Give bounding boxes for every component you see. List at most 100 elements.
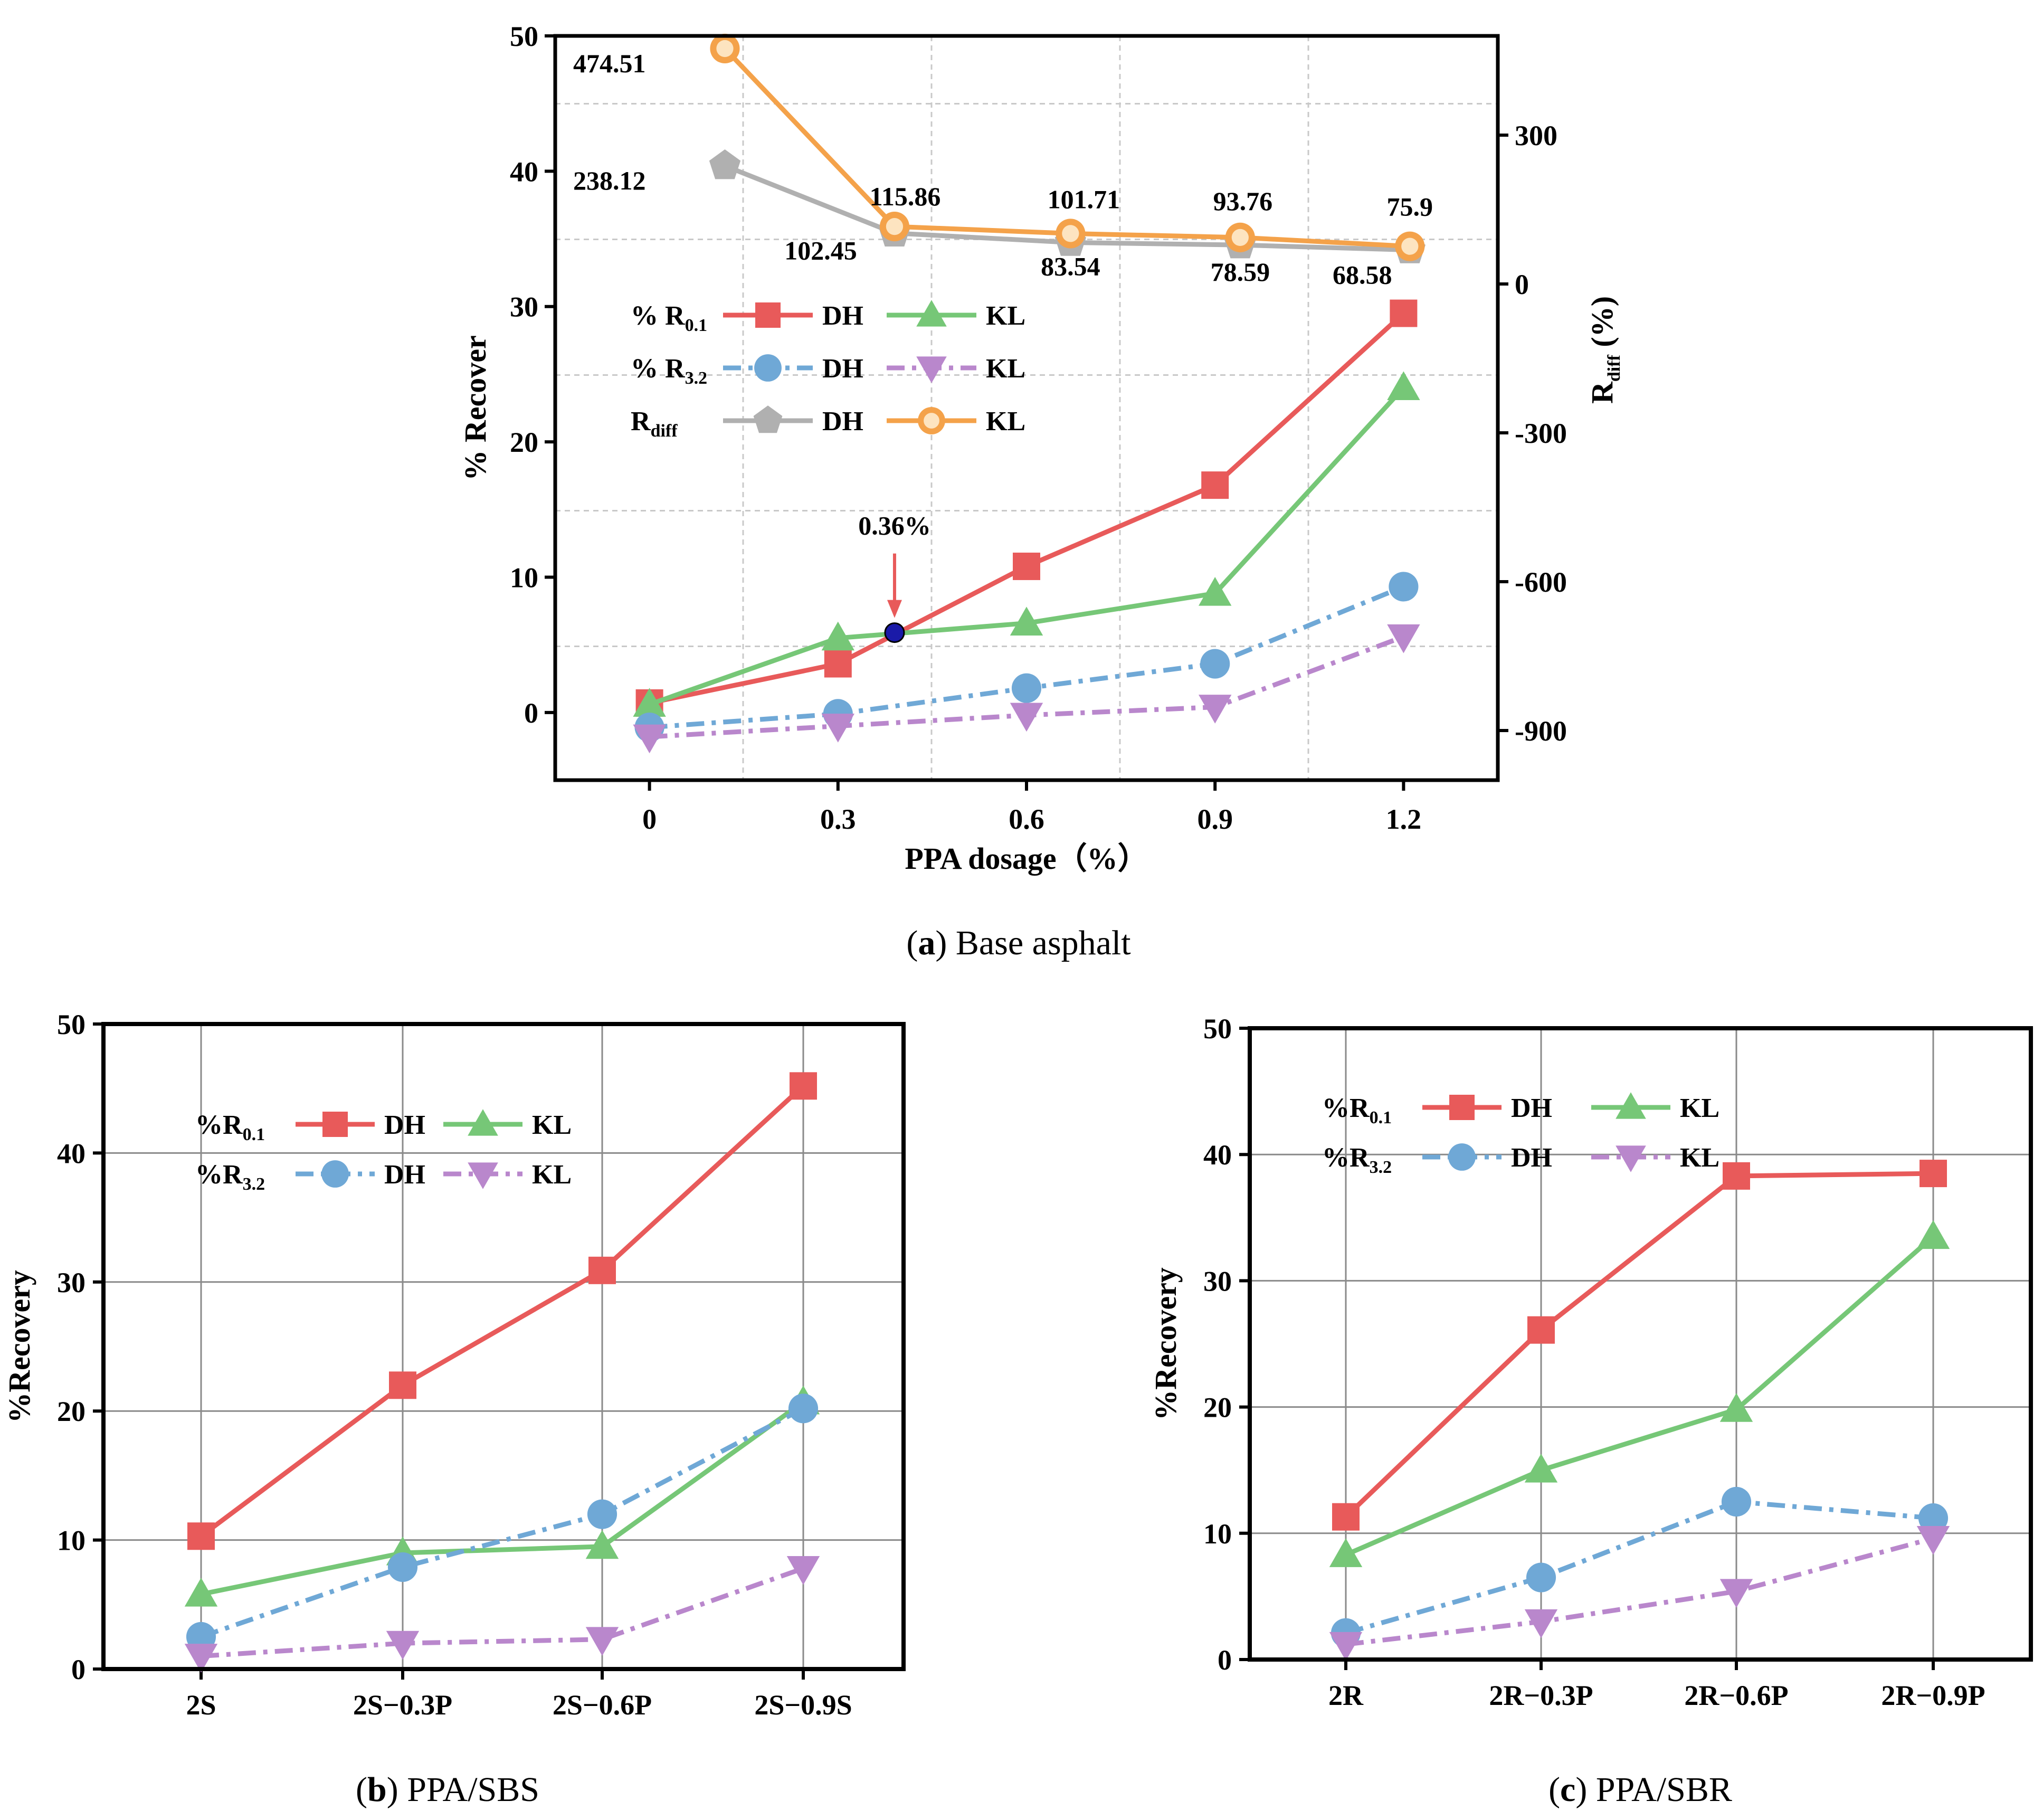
figure-caption: (c) PPA/SBR <box>1548 1770 1732 1809</box>
x-tick-label: 2R−0.9P <box>1881 1680 1985 1711</box>
y2-axis-title-sub: diff <box>1604 354 1624 382</box>
legend-entry-label: DH <box>822 354 863 384</box>
series-chart-b-2-point <box>587 1499 617 1529</box>
annotation-point <box>884 622 905 643</box>
series-chart-b-0-line <box>199 1084 805 1538</box>
series-a-3-point <box>633 724 666 754</box>
legend-row-label: %R3.2 <box>195 1160 265 1194</box>
legend-row-label-main: % R <box>631 301 686 331</box>
legend-swatch-marker <box>753 405 783 433</box>
series-chart-b-2-point <box>788 1394 819 1424</box>
series-chart-c-1-point <box>1329 1538 1363 1567</box>
legend-row-label-sub: 0.1 <box>243 1125 265 1144</box>
series-chart-c-3-point <box>1524 1609 1558 1638</box>
legend-swatch-marker <box>468 1162 498 1189</box>
x-tick-label: 0.3 <box>820 803 856 835</box>
legend-entry-label: DH <box>384 1160 425 1190</box>
caption-text: Base asphalt <box>956 924 1131 962</box>
data-label-dh: 83.54 <box>1041 251 1100 281</box>
series-chart-c-1-point <box>1524 1454 1558 1483</box>
y-tick-label: 40 <box>1203 1139 1232 1171</box>
data-label-kl: 101.71 <box>1048 184 1120 214</box>
series-chart-c-2-point <box>1918 1503 1949 1533</box>
series-a-1-point <box>1387 371 1420 400</box>
series-a-0-point <box>1201 471 1229 499</box>
y-tick-label: 20 <box>510 426 538 458</box>
caption-text: PPA/SBS <box>407 1770 539 1809</box>
legend-entry: DH <box>296 1110 425 1140</box>
caption-letter: c <box>1560 1770 1575 1809</box>
legend-entry-label: DH <box>822 301 863 331</box>
legend-swatch-marker <box>918 407 945 434</box>
series-chart-b-0-point <box>389 1371 416 1399</box>
y2-tick-label: -900 <box>1515 715 1567 747</box>
data-label-kl: 75.9 <box>1387 192 1433 222</box>
y2-axis-title-unit: (%) <box>1585 296 1619 355</box>
caption-paren-close: ) <box>1575 1770 1595 1809</box>
legend-entry-label: DH <box>384 1110 425 1140</box>
series-chart-b-1-line <box>201 1400 805 1597</box>
series-a-4-point <box>709 149 741 179</box>
series-a-5-point <box>879 212 910 242</box>
legend-row-label-sub: 0.1 <box>685 316 708 335</box>
chart-b-ppa-sbs: 0 10 20 30 40 50 2S 2S−0.3P 2S−0.6P 2S−0.9S %R0.1 D… <box>2 1009 906 1809</box>
series-chart-c-3-line <box>1345 1536 1934 1647</box>
series-a-5-point-highlight <box>886 217 904 235</box>
legend-entry-label: KL <box>532 1110 572 1140</box>
series-a-5-point-highlight <box>1062 225 1079 242</box>
series-chart-b-0-point <box>790 1072 817 1100</box>
series-a-5-point-highlight <box>716 40 734 58</box>
series-a-3-point <box>821 714 854 743</box>
series-chart-c-0-line <box>1344 1171 1934 1519</box>
data-label-kl: 93.76 <box>1213 186 1273 216</box>
legend-row-label-sub: 3.2 <box>1370 1158 1392 1177</box>
data-label-kl: 474.51 <box>573 49 646 78</box>
series-a-5-point <box>1395 231 1425 261</box>
legend-entry: DH <box>723 354 863 384</box>
y-tick-label: 30 <box>510 291 538 323</box>
x-tick-label: 2S <box>186 1689 216 1721</box>
y2-axis-title: Rdiff (%) <box>1585 296 1624 404</box>
series-chart-c-3-point <box>1719 1579 1753 1608</box>
series-chart-c-0-point <box>1723 1162 1750 1190</box>
series-a-1-line <box>649 386 1405 707</box>
legend-row-label: % R3.2 <box>631 354 707 388</box>
y-tick-label: 10 <box>510 562 538 593</box>
series-a-2-point <box>1389 572 1419 602</box>
legend-row-label-main: %R <box>195 1160 243 1190</box>
x-tick-label: 2S−0.6P <box>553 1689 652 1721</box>
data-label-dh: 102.45 <box>784 236 857 266</box>
series-chart-c-0-point <box>1527 1316 1555 1344</box>
series-a-3-point <box>1010 703 1043 732</box>
y-tick-label: 40 <box>57 1138 85 1169</box>
legend-swatch-marker <box>1616 1145 1646 1172</box>
annotation-label: 0.36% <box>858 511 931 541</box>
y-tick-label: 50 <box>1203 1013 1232 1045</box>
y-tick-label: 0 <box>71 1654 85 1685</box>
series-chart-c-0-point <box>1332 1503 1360 1531</box>
chart-c-ppa-sbr: 0 10 20 30 40 50 2R 2R−0.3P 2R−0.6P 2R−0.9P %R0.1 D… <box>1148 1013 2033 1809</box>
x-tick-label: 2S−0.9S <box>754 1689 852 1721</box>
series-a-5-point <box>1225 222 1255 252</box>
caption-letter: b <box>367 1770 387 1809</box>
y-axis-title: % Recover <box>458 335 492 480</box>
legend-entry: KL <box>887 354 1025 384</box>
legend-swatch-marker-highlight <box>924 413 939 429</box>
plot-frame <box>101 1022 906 1671</box>
legend-row-label: %R0.1 <box>195 1110 265 1144</box>
series-a-5-point-highlight <box>1231 229 1249 246</box>
legend-entry: DH <box>723 301 863 331</box>
legend-swatch-marker <box>322 1112 348 1137</box>
legend-row-label-sub: 3.2 <box>685 368 708 388</box>
legend-swatch-marker <box>468 1109 498 1136</box>
data-label-dh: 78.59 <box>1211 257 1270 287</box>
series-chart-b-3-point <box>585 1627 619 1656</box>
legend-swatch-marker <box>1616 1092 1646 1119</box>
series-chart-b-1-point <box>184 1578 218 1607</box>
series-chart-c-2-point <box>1526 1562 1556 1593</box>
data-label-dh: 68.58 <box>1333 260 1392 290</box>
series-a-1-point <box>633 688 666 717</box>
legend-entry: KL <box>1591 1143 1719 1173</box>
y-axis-title: %Recovery <box>2 1270 36 1423</box>
series-chart-c-1-point <box>1916 1220 1950 1249</box>
